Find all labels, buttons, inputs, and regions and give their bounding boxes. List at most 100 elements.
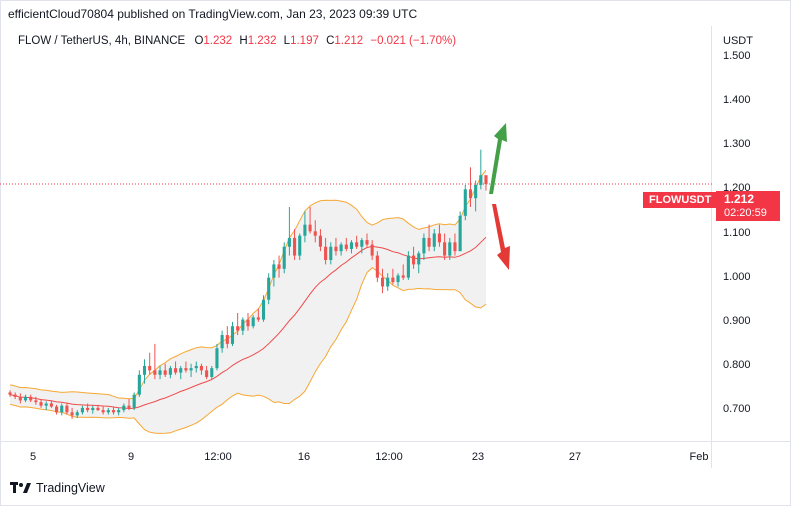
price-axis-label: 0.900	[723, 314, 751, 327]
time-axis-label: Feb	[689, 451, 709, 463]
candle-body	[324, 246, 328, 260]
candle-body	[44, 403, 48, 406]
candle-body	[70, 412, 74, 416]
candle-body	[432, 233, 436, 247]
legend-high-value: 1.232	[247, 35, 277, 47]
time-axis-label: 9	[127, 451, 135, 463]
candle-body	[427, 237, 431, 247]
candle-body	[329, 246, 333, 260]
symbol-price-tag: FLOWUSDT	[643, 192, 718, 208]
legend-close-label: C	[326, 35, 335, 47]
candle-body	[117, 410, 121, 413]
legend-symbol[interactable]: FLOW / TetherUS, 4h, BINANCE	[18, 35, 186, 47]
tradingview-logo[interactable]: TradingView	[10, 481, 105, 495]
candle-body	[225, 335, 229, 344]
candle-body	[163, 370, 167, 375]
forecast-down-arrow	[492, 204, 510, 270]
candle-body	[13, 394, 17, 397]
candle-body	[34, 400, 38, 403]
candle-body	[142, 365, 147, 375]
candle-body	[298, 235, 302, 256]
candle-body	[86, 407, 90, 411]
price-axis-label: 0.800	[723, 358, 751, 371]
price-axis-label: 1.500	[723, 49, 751, 62]
candle-body	[230, 326, 235, 344]
candle-body	[365, 240, 369, 245]
legend-open-value: 1.232	[203, 35, 233, 47]
bollinger-lower-line	[9, 267, 487, 434]
legend-low-value: 1.197	[290, 35, 319, 47]
candle-body	[184, 368, 188, 371]
candle-body	[18, 396, 22, 401]
footer-brand: TradingView	[36, 481, 105, 495]
candle-body	[303, 224, 307, 236]
candle-body	[246, 319, 250, 327]
candle-body	[256, 317, 260, 320]
legend-low-label: L	[283, 35, 291, 47]
candle-body	[194, 365, 198, 369]
candle-body	[355, 242, 359, 247]
candle-body	[406, 255, 410, 278]
candle-body	[453, 242, 457, 252]
time-axis-label: 16	[297, 451, 311, 463]
candle-body	[49, 403, 53, 407]
candle-body	[417, 253, 421, 265]
candle-body	[422, 237, 426, 254]
candle-body	[437, 233, 441, 243]
time-axis-label: 12:00	[204, 451, 232, 463]
candle-body	[91, 407, 95, 411]
candle-body	[106, 410, 110, 413]
candle-body	[205, 370, 209, 377]
candle-body	[236, 326, 240, 331]
currency-label: USDT	[723, 35, 753, 47]
candle-body	[189, 368, 193, 371]
candle-body	[251, 317, 255, 327]
candle-body	[396, 275, 400, 283]
legend-high-label: H	[239, 35, 248, 47]
chart-legend: FLOW / TetherUS, 4h, BINANCE O1.232 H1.2…	[18, 35, 456, 47]
time-axis-label: 23	[471, 451, 485, 463]
candle-body	[137, 374, 141, 395]
candle-body	[29, 396, 33, 401]
tradingview-logo-icon	[10, 482, 31, 493]
candle-body	[60, 405, 64, 413]
candle-body	[468, 189, 473, 199]
candle-body	[484, 175, 488, 185]
candle-body	[277, 264, 281, 269]
candle-body	[344, 244, 348, 249]
bar-countdown: 02:20:59	[724, 207, 767, 219]
candle-body	[55, 406, 59, 413]
candle-body	[380, 277, 385, 287]
candle-body	[168, 368, 172, 375]
candle-body	[272, 264, 276, 278]
candle-body	[215, 348, 219, 369]
candle-body	[158, 370, 162, 375]
candle-body	[261, 299, 266, 320]
candle-body	[23, 396, 28, 401]
candle-body	[96, 407, 100, 411]
candle-body	[474, 184, 478, 199]
candle-body	[386, 277, 390, 287]
price-axis-label: 0.700	[723, 403, 751, 416]
price-axis-divider	[711, 26, 712, 468]
candle-body	[401, 275, 405, 278]
bollinger-fill	[10, 170, 486, 434]
last-price-value: 1.212	[724, 192, 755, 206]
bollinger-basis-line	[9, 236, 487, 410]
candle-body	[443, 242, 447, 256]
candle-body	[458, 215, 462, 252]
published-line: efficientCloud70804 published on Trading…	[8, 7, 418, 21]
candle-body	[339, 244, 343, 252]
candle-body	[174, 368, 178, 373]
candle-body	[210, 368, 214, 377]
candle-body	[111, 410, 116, 413]
candle-body	[293, 237, 297, 256]
last-price-tag: 1.212 02:20:59	[716, 191, 780, 221]
time-axis-label: 5	[29, 451, 37, 463]
candle-body	[8, 392, 12, 395]
candle-body	[148, 365, 152, 371]
candle-body	[241, 319, 245, 331]
candle-body	[334, 246, 338, 252]
forecast-up-arrow	[489, 123, 507, 194]
